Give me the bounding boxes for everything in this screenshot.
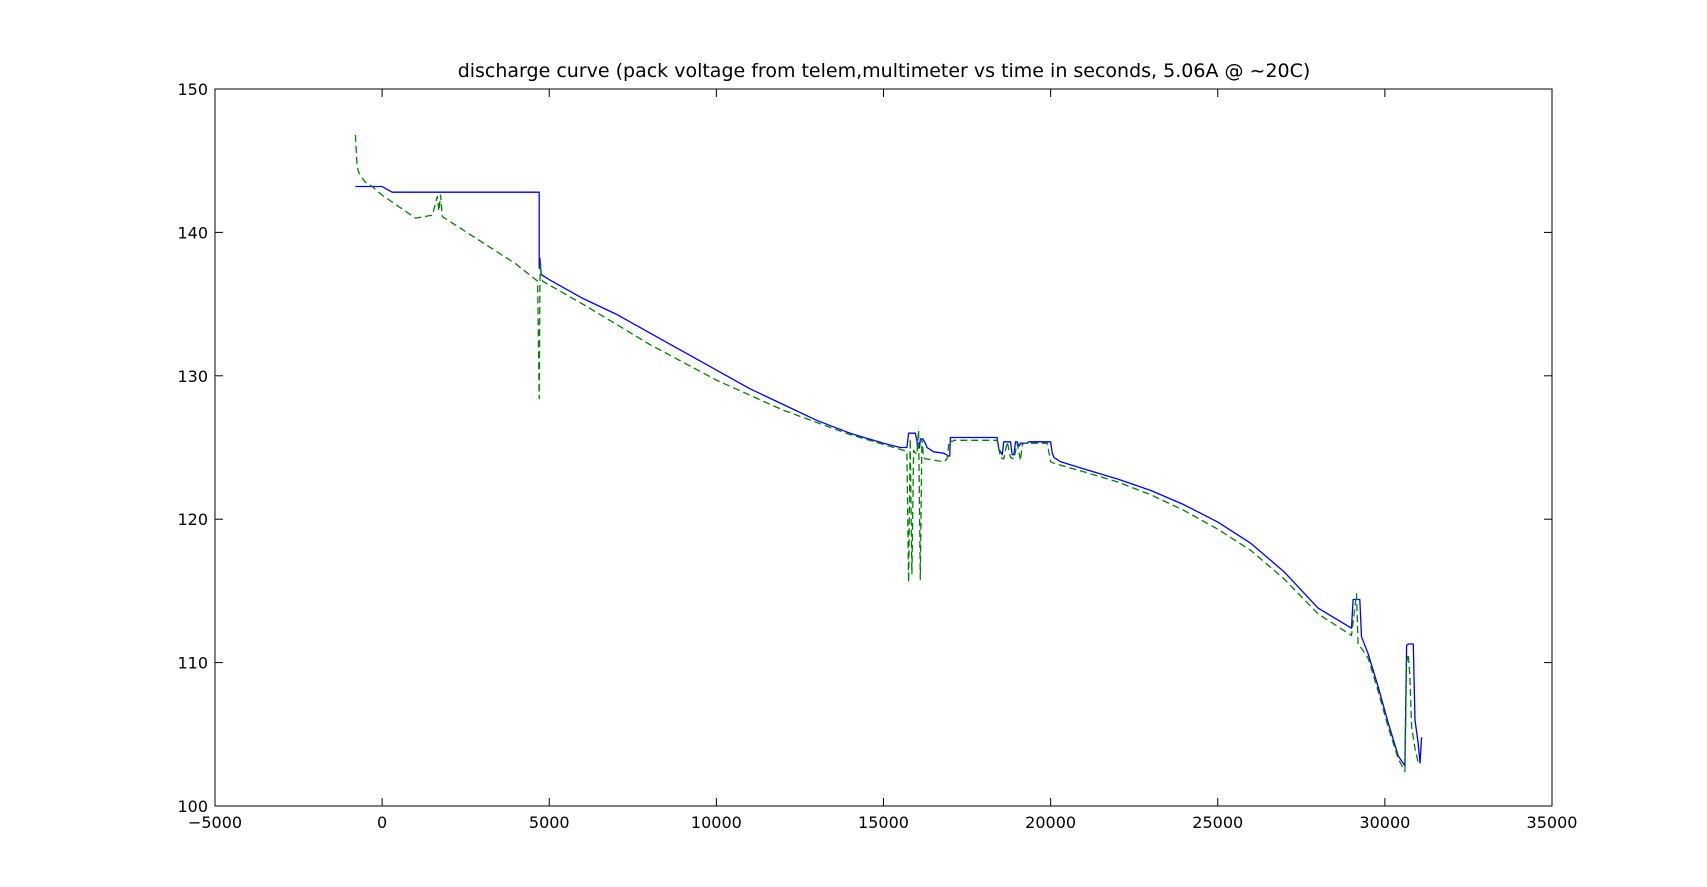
axis-tick-labels: −5000 0 5000 10000 15000 20000 25000 30000 35000… xyxy=(177,80,1577,832)
y-tick-label: 120 xyxy=(177,510,208,529)
plot-lines xyxy=(354,134,1423,773)
x-tick-label: 10000 xyxy=(691,813,742,832)
x-tick-label: 20000 xyxy=(1025,813,1076,832)
y-tick-label: 140 xyxy=(177,223,208,242)
series-line-2 xyxy=(354,134,1420,773)
x-tick-label: −5000 xyxy=(188,813,242,832)
x-tick-label: 0 xyxy=(377,813,387,832)
x-tick-label: 15000 xyxy=(858,813,909,832)
plot-frame xyxy=(214,88,1553,807)
x-tick-label: 35000 xyxy=(1527,813,1578,832)
x-tick-label: 5000 xyxy=(529,813,570,832)
y-tick-label: 130 xyxy=(177,367,208,386)
series-line-1 xyxy=(355,185,1423,767)
chart-title: discharge curve (pack voltage from telem… xyxy=(458,60,1311,82)
y-tick-label: 100 xyxy=(177,797,208,816)
axis-ticks xyxy=(214,88,1553,807)
y-tick-label: 110 xyxy=(177,654,208,673)
x-tick-label: 25000 xyxy=(1192,813,1243,832)
x-tick-label: 30000 xyxy=(1359,813,1410,832)
y-tick-label: 150 xyxy=(177,80,208,99)
